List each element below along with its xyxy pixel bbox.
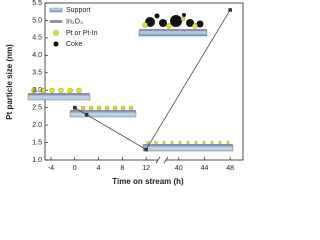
x-tick-label: 8 bbox=[120, 165, 124, 172]
axis-break bbox=[163, 156, 169, 164]
data-point bbox=[228, 8, 232, 12]
x-axis-label: Time on stream (h) bbox=[112, 177, 184, 186]
legend-label: Coke bbox=[66, 41, 82, 48]
x-tick-label: 40 bbox=[175, 165, 183, 172]
legend-label: In₂O₃ bbox=[66, 18, 83, 25]
chart: Support In₂O₃ Pt or Pt-In Coke Time on s… bbox=[5, 0, 244, 186]
x-tick-label: 12 bbox=[142, 165, 150, 172]
x-tick-label: 4 bbox=[97, 165, 101, 172]
legend-label: Pt or Pt-In bbox=[66, 30, 98, 37]
legend-label: Support bbox=[66, 7, 91, 14]
y-tick-label: 5.0 bbox=[32, 17, 42, 24]
data-point bbox=[144, 147, 148, 152]
legend-swatch bbox=[53, 30, 59, 36]
y-tick-label: 5.5 bbox=[32, 0, 42, 7]
y-tick-label: 2.5 bbox=[32, 105, 42, 112]
y-tick-label: 4.5 bbox=[32, 35, 42, 42]
x-tick-label: 0 bbox=[73, 165, 77, 172]
illustration bbox=[27, 13, 234, 152]
x-tick-label: -4 bbox=[48, 165, 54, 172]
axis-break bbox=[158, 157, 166, 163]
x-tick-label: 48 bbox=[226, 165, 234, 172]
x-tick-label: 44 bbox=[201, 165, 209, 172]
y-tick-label: 2.0 bbox=[32, 122, 42, 129]
axis-break bbox=[155, 156, 161, 164]
y-tick-label: 3.5 bbox=[32, 70, 42, 77]
y-axis-label: Pt particle size (nm) bbox=[5, 44, 14, 120]
legend: Support In₂O₃ Pt or Pt-In Coke bbox=[49, 7, 98, 48]
legend-swatch bbox=[53, 41, 59, 47]
y-tick-label: 1.5 bbox=[32, 139, 42, 146]
legend-swatch bbox=[49, 7, 63, 13]
legend-swatch bbox=[50, 20, 62, 23]
y-tick-label: 4.0 bbox=[32, 52, 42, 59]
data-point bbox=[84, 112, 89, 117]
data-point bbox=[72, 105, 77, 110]
y-tick-label: 3.0 bbox=[32, 87, 42, 94]
data-line bbox=[74, 9, 231, 151]
y-tick-label: 1.0 bbox=[32, 157, 42, 164]
plot-frame bbox=[44, 2, 244, 161]
